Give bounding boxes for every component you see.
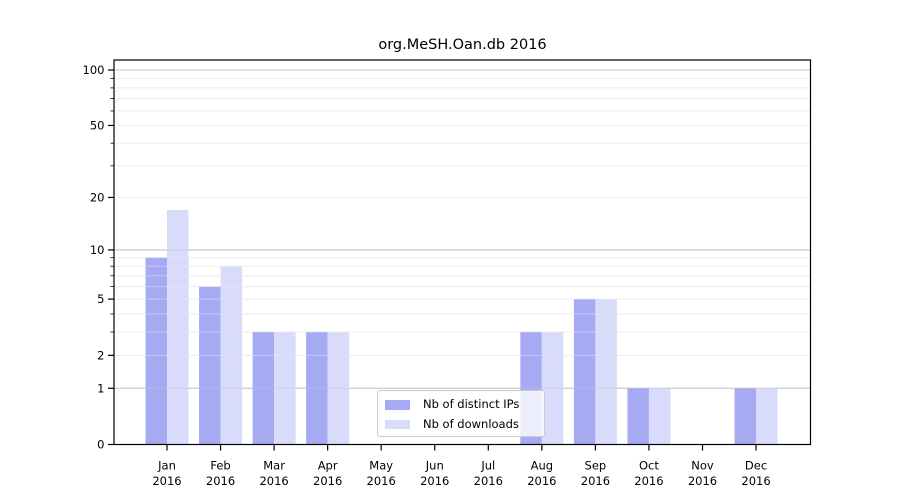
xtick-label-year-nov: 2016 <box>688 474 717 488</box>
xtick-label-year-jan: 2016 <box>152 474 181 488</box>
xtick-label-month-dec: Dec <box>745 459 767 473</box>
ytick-label-1: 1 <box>97 381 104 395</box>
legend-swatch-distinct-ips <box>385 400 410 410</box>
ytick-label-5: 5 <box>97 292 104 306</box>
xtick-label-year-dec: 2016 <box>741 474 770 488</box>
bar-downloads-dec <box>756 388 778 445</box>
bar-distinct-ips-dec <box>734 388 757 445</box>
xtick-label-year-feb: 2016 <box>206 474 235 488</box>
xtick-label-year-apr: 2016 <box>313 474 342 488</box>
legend-box: Nb of distinct IPs Nb of downloads <box>377 390 545 437</box>
legend-swatch-downloads <box>385 419 410 429</box>
plot-border <box>113 59 812 446</box>
xtick-label-month-nov: Nov <box>691 459 714 473</box>
bar-downloads-mar <box>274 332 296 445</box>
bar-distinct-ips-mar <box>252 332 275 445</box>
xtick-label-month-feb: Feb <box>210 459 230 473</box>
bar-downloads-sep <box>595 299 617 445</box>
xtick-label-year-jun: 2016 <box>420 474 449 488</box>
xtick-label-month-jul: Jul <box>480 459 495 473</box>
ytick-label-100: 100 <box>83 63 105 77</box>
chart-title: org.MeSH.Oan.db 2016 <box>378 37 547 53</box>
ytick-label-10: 10 <box>90 243 105 257</box>
xtick-label-month-jan: Jan <box>157 459 176 473</box>
xtick-label-month-jun: Jun <box>425 459 444 473</box>
bar-downloads-oct <box>648 388 671 445</box>
xtick-label-year-aug: 2016 <box>527 474 556 488</box>
xtick-label-month-aug: Aug <box>531 459 553 473</box>
ytick-label-0: 0 <box>97 438 104 452</box>
legend-item-distinct-ips: Nb of distinct IPs <box>385 395 544 415</box>
bar-distinct-ips-jan <box>145 257 167 445</box>
ytick-label-50: 50 <box>90 118 105 132</box>
xtick-label-year-mar: 2016 <box>259 474 288 488</box>
xtick-label-month-apr: Apr <box>318 459 338 473</box>
bar-distinct-ips-feb <box>199 286 221 445</box>
xtick-label-month-sep: Sep <box>585 459 607 473</box>
xtick-label-year-may: 2016 <box>367 474 396 488</box>
bar-downloads-aug <box>541 332 564 445</box>
ytick-label-20: 20 <box>90 190 105 204</box>
bar-downloads-apr <box>327 332 350 445</box>
legend-label-distinct-ips: Nb of distinct IPs <box>423 397 520 411</box>
bar-distinct-ips-oct <box>627 388 649 445</box>
bar-downloads-jan <box>167 209 189 445</box>
legend-item-downloads: Nb of downloads <box>385 415 544 435</box>
legend-label-downloads: Nb of downloads <box>423 416 519 431</box>
xtick-label-year-sep: 2016 <box>581 474 610 488</box>
xtick-label-month-oct: Oct <box>639 459 659 473</box>
xtick-label-month-mar: Mar <box>263 459 285 473</box>
bar-distinct-ips-apr <box>306 332 328 445</box>
bar-downloads-feb <box>220 266 243 445</box>
ytick-label-2: 2 <box>97 348 104 362</box>
xtick-label-year-oct: 2016 <box>634 474 663 488</box>
xtick-label-month-may: May <box>369 459 393 473</box>
xtick-label-year-jul: 2016 <box>474 474 503 488</box>
bar-distinct-ips-sep <box>573 299 596 445</box>
